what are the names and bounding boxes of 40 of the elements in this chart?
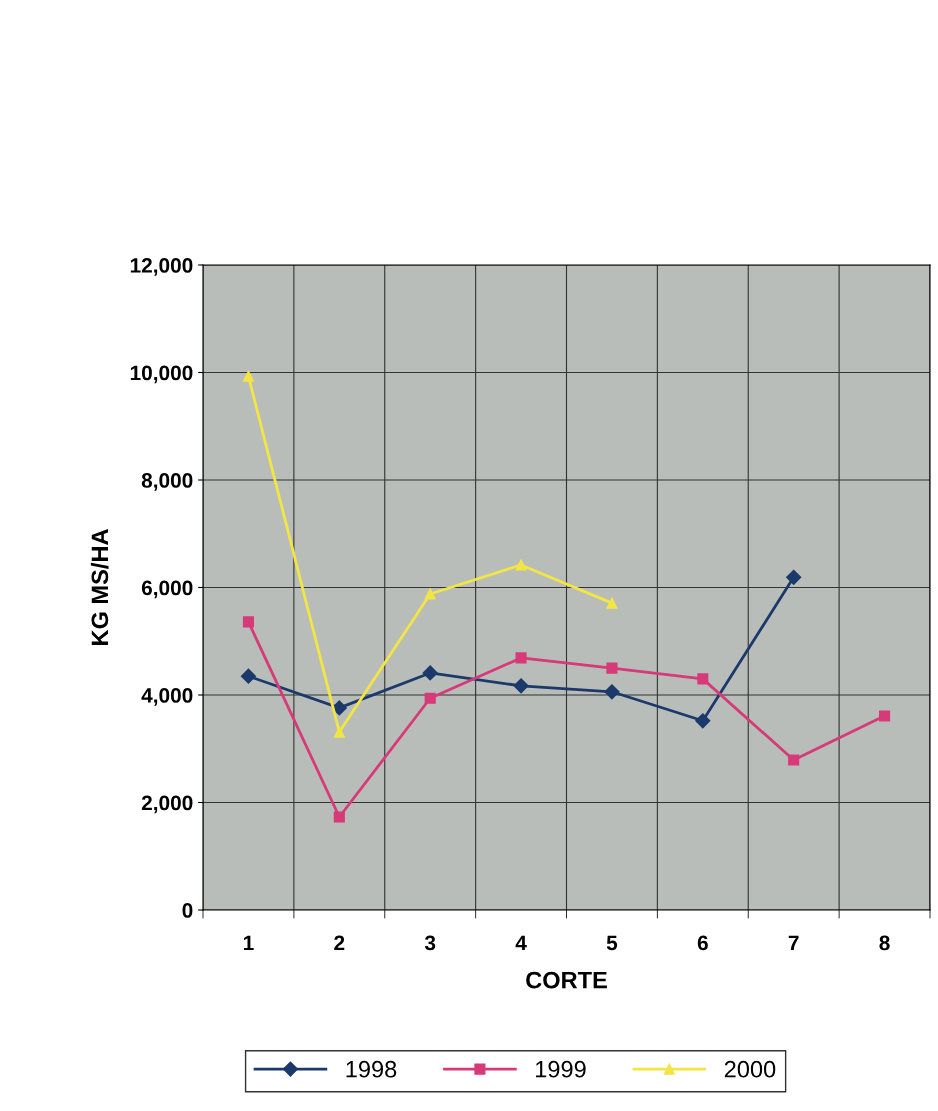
y-tick-label: 10,000 — [130, 365, 193, 384]
point — [604, 684, 620, 700]
point — [331, 700, 347, 716]
legend-label: 2000 — [724, 1060, 776, 1078]
point — [606, 662, 618, 674]
x-tick-label: 3 — [424, 935, 436, 951]
y-tick-label: 0 — [182, 903, 193, 918]
point — [788, 754, 800, 766]
y-tick-label: 12,000 — [130, 258, 193, 276]
point — [786, 569, 802, 585]
x-tick-label: 7 — [788, 935, 799, 951]
point — [242, 370, 254, 382]
x-axis-title: CORTE — [526, 971, 607, 989]
point — [606, 597, 618, 609]
point — [422, 665, 438, 681]
point — [513, 678, 529, 694]
x-tick-label: 6 — [697, 935, 708, 951]
point — [879, 710, 891, 722]
point — [697, 673, 709, 685]
point — [424, 588, 436, 600]
legend-label: 1999 — [536, 1060, 586, 1078]
point — [515, 559, 527, 571]
point — [242, 616, 254, 628]
y-tick-label: 6,000 — [141, 580, 193, 599]
point — [515, 652, 527, 664]
x-tick-label: 4 — [515, 935, 527, 951]
y-tick-label: 2,000 — [141, 795, 193, 814]
y-tick-label: 8,000 — [141, 473, 193, 491]
y-tick-label: 4,000 — [141, 688, 193, 706]
x-tick-label: 1 — [243, 935, 254, 951]
legend-label: 1998 — [346, 1060, 397, 1078]
x-tick-label: 5 — [606, 935, 618, 951]
point — [424, 692, 436, 704]
x-tick-label: 8 — [879, 935, 890, 951]
point — [695, 713, 711, 729]
point — [333, 811, 345, 823]
x-tick-label: 2 — [334, 935, 345, 951]
point — [240, 668, 257, 684]
point — [333, 726, 345, 738]
y-axis-title: KG MS/HA — [90, 529, 109, 645]
